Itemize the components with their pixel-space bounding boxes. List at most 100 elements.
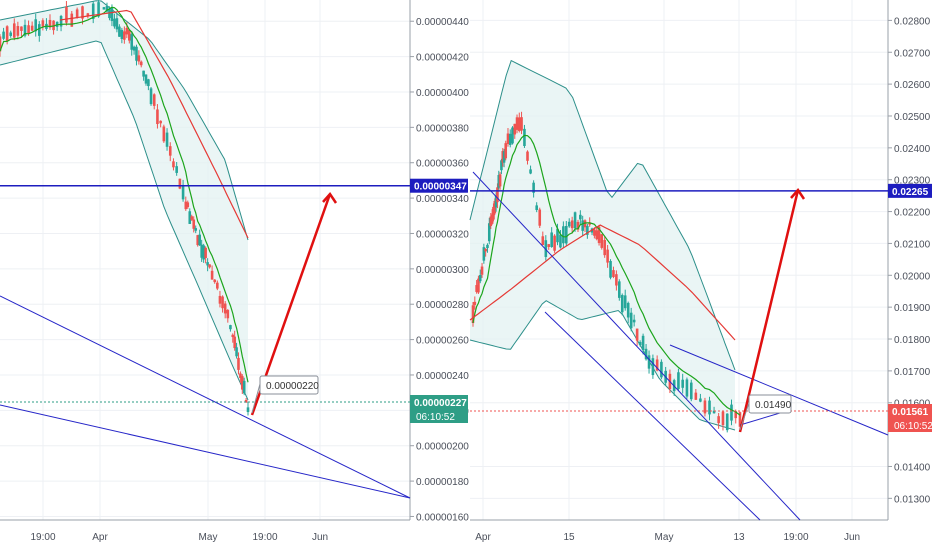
candle-body: [208, 264, 211, 268]
candle-body: [482, 247, 486, 261]
candle-body: [538, 209, 542, 226]
candle-body: [641, 335, 645, 351]
candle-body: [226, 310, 230, 319]
candle-body: [629, 312, 633, 329]
candle-body: [603, 239, 606, 256]
candle-body: [202, 245, 205, 260]
candle-body: [496, 187, 499, 203]
candle-body: [647, 355, 651, 369]
candle-body: [694, 392, 698, 400]
x-tick-label: Apr: [475, 532, 491, 543]
candle-body: [184, 201, 188, 210]
countdown-tag: [410, 409, 468, 423]
projection-arrow: [738, 189, 800, 433]
candle-body: [20, 26, 23, 31]
candle-body: [685, 379, 689, 397]
candle-body: [118, 26, 121, 37]
ma-slow-line: [59, 9, 249, 239]
candle-body: [178, 178, 182, 189]
candle-body: [660, 361, 663, 378]
x-tick-label: May: [199, 532, 218, 543]
candle-body: [520, 117, 523, 131]
candle-body: [579, 214, 582, 220]
candle-body: [181, 185, 185, 200]
candle-body: [586, 225, 589, 235]
candle-body: [125, 27, 129, 35]
candle-body: [206, 262, 209, 266]
candle-body: [567, 221, 571, 227]
y-tick-label: 0.02800: [894, 16, 931, 27]
candle-body: [244, 399, 248, 403]
countdown-value: 06:10:52: [894, 421, 932, 432]
candle-body: [626, 302, 630, 318]
candle-body: [5, 26, 9, 42]
candle-body: [532, 182, 535, 193]
candle-body: [12, 23, 16, 38]
candle-body: [213, 279, 217, 283]
candle-body: [246, 407, 250, 413]
candle-body: [492, 206, 495, 220]
candle-body: [600, 234, 604, 248]
candle-body: [105, 5, 109, 12]
candle-body: [471, 305, 475, 324]
candle-body: [490, 214, 494, 224]
candle-body: [559, 234, 562, 248]
y-tick-label: 0.02000: [894, 271, 931, 282]
candle-body: [0, 36, 2, 52]
candle-body: [172, 161, 175, 168]
callout-text: 0.00000220: [266, 381, 319, 392]
candle-body: [494, 195, 498, 208]
candle-body: [717, 416, 720, 424]
candle-body: [738, 412, 742, 427]
horizontal-line-tag: [410, 178, 468, 193]
x-tick-label: Jun: [844, 532, 860, 543]
candle-body: [123, 31, 126, 40]
bollinger-upper-line: [469, 59, 736, 371]
candle-body: [242, 380, 246, 394]
candle-body: [229, 325, 232, 330]
candle-body: [113, 18, 116, 27]
trendline: [544, 311, 761, 521]
candle-body: [515, 117, 519, 130]
horizontal-line-value: 0.00000347: [414, 182, 467, 193]
projection-arrowhead: [322, 191, 338, 204]
bollinger-lower-line: [0, 40, 249, 401]
candle-body: [508, 133, 512, 145]
y-tick-label: 0.00000380: [416, 123, 469, 134]
candle-body: [137, 55, 141, 62]
candle-body: [593, 229, 596, 236]
candle-body: [75, 9, 79, 18]
candle-body: [223, 303, 227, 314]
left-chart-panel[interactable]: 0.00000440 0.00000420 0.00000400 0.00000380…: [0, 0, 469, 543]
bollinger-upper-line: [0, 0, 249, 241]
candle-body: [480, 266, 484, 275]
candle-body: [190, 216, 194, 220]
candle-body: [233, 336, 236, 349]
y-tick-label: 0.00000240: [416, 371, 469, 382]
candle-body: [535, 205, 538, 210]
candle-body: [149, 88, 153, 105]
candle-body: [97, 2, 100, 17]
candle-body: [655, 359, 659, 371]
price-tag: [888, 404, 932, 418]
y-tick-label: 0.02400: [894, 144, 931, 155]
candle-body: [644, 348, 648, 360]
candle-body: [681, 379, 684, 388]
candle-body: [581, 220, 584, 231]
candle-body: [168, 146, 172, 156]
candle-body: [27, 25, 30, 34]
right-chart-panel[interactable]: 0.02800 0.02700 0.02600 0.02500 0.02400 0.023…: [469, 0, 932, 543]
ma-fast-line: [472, 134, 741, 416]
callout-pointer: [739, 402, 750, 431]
candle-body: [498, 174, 502, 187]
candle-body: [130, 34, 134, 50]
x-tick-label: Apr: [92, 532, 108, 543]
candle-body: [511, 127, 514, 144]
candle-body: [493, 200, 497, 214]
horizontal-line-value: 0.02265: [892, 187, 929, 198]
candle-body: [52, 20, 55, 31]
candle-body: [547, 244, 551, 247]
candle-body: [198, 234, 201, 246]
candle-body: [48, 19, 52, 28]
